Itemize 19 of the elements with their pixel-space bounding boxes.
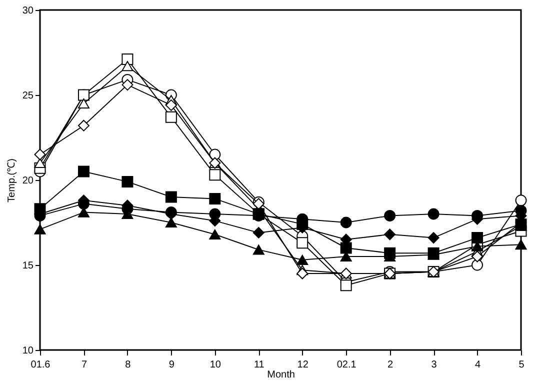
x-tick-label: 9 <box>168 360 175 370</box>
x-tick-label: 3 <box>431 360 438 370</box>
x-tick-label: 01.6 <box>30 360 51 370</box>
x-tick-label: 12 <box>297 360 309 370</box>
y-tick-label: 20 <box>22 176 34 186</box>
y-tick-label: 25 <box>22 90 34 102</box>
x-tick-label: 4 <box>474 360 481 370</box>
y-axis-title: Temp.(℃) <box>6 158 18 202</box>
x-tick-label: 11 <box>254 360 265 370</box>
x-tick-label: 7 <box>81 360 88 370</box>
x-tick-label: 5 <box>518 360 525 370</box>
x-tick-label: 10 <box>210 360 222 370</box>
x-tick-label: 8 <box>125 360 132 370</box>
x-tick-label: 2 <box>388 360 394 370</box>
y-tick-label: 30 <box>22 6 34 16</box>
x-tick-label: 02.1 <box>336 360 357 370</box>
y-tick-label: 10 <box>22 346 34 356</box>
y-tick-label: 15 <box>22 260 34 272</box>
x-axis-title: Month <box>267 370 295 380</box>
